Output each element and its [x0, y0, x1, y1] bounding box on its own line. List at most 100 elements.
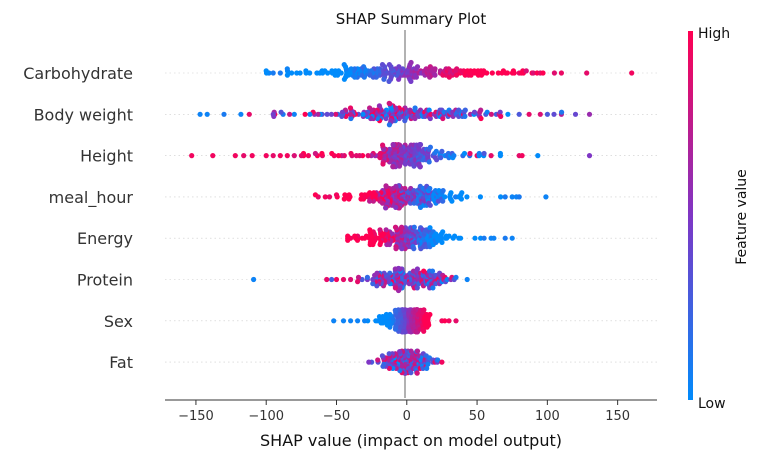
feature-label: Height	[80, 147, 133, 166]
shap-point	[421, 307, 427, 313]
shap-point	[298, 153, 304, 159]
shap-point	[481, 150, 487, 157]
shap-point	[432, 72, 438, 78]
shap-point	[462, 107, 468, 113]
shap-point	[472, 235, 478, 241]
shap-point	[427, 225, 433, 231]
shap-point	[477, 194, 483, 200]
shap-point	[335, 153, 342, 159]
shap-point	[543, 194, 549, 200]
shap-point	[586, 153, 593, 159]
shap-point	[453, 318, 459, 324]
shap-point	[383, 227, 389, 233]
shap-point	[526, 111, 532, 117]
feature-label: Carbohydrate	[23, 64, 133, 83]
shap-point	[414, 348, 421, 354]
shap-point	[446, 318, 452, 324]
shap-point	[509, 235, 515, 241]
shap-point	[339, 113, 345, 119]
shap-point	[315, 111, 321, 117]
shap-point	[417, 142, 424, 148]
shap-point	[502, 235, 508, 241]
shap-point	[439, 148, 445, 154]
shap-point	[432, 66, 438, 72]
shap-point	[303, 68, 309, 74]
colorbar-low-label: Low	[698, 396, 726, 412]
shap-point	[435, 357, 441, 363]
shap-point	[333, 276, 340, 283]
shap-point	[324, 276, 330, 283]
shap-point	[392, 224, 399, 230]
shap-point	[347, 111, 353, 117]
shap-point	[386, 62, 392, 68]
shap-point	[392, 326, 399, 332]
x-tick-label: −50	[323, 409, 350, 424]
shap-point	[333, 192, 340, 198]
shap-point	[362, 318, 368, 324]
shap-point	[464, 276, 470, 283]
shap-point	[392, 285, 398, 291]
shap-point	[241, 153, 247, 159]
shap-point	[454, 66, 460, 72]
shap-point	[263, 68, 269, 74]
shap-point	[540, 70, 546, 76]
shap-point	[584, 70, 590, 76]
shap-point	[340, 276, 347, 283]
feature-label: Energy	[77, 229, 133, 248]
shap-point	[535, 153, 541, 159]
x-tick-label: −100	[248, 409, 284, 424]
shap-point	[505, 111, 511, 117]
shap-point	[291, 111, 297, 117]
shap-point	[348, 150, 354, 157]
shap-point	[484, 70, 490, 76]
shap-point	[384, 322, 390, 328]
shap-point	[302, 111, 308, 117]
shap-point	[270, 70, 276, 76]
shap-point	[390, 142, 396, 148]
shap-point	[476, 150, 482, 157]
shap-point	[353, 153, 359, 159]
shap-point	[333, 111, 339, 117]
shap-point	[232, 153, 238, 159]
shap-point	[408, 370, 414, 376]
shap-point	[347, 105, 354, 111]
shap-point	[427, 202, 433, 208]
shap-point	[355, 274, 362, 280]
shap-point	[355, 279, 361, 285]
shap-point	[287, 111, 293, 117]
shap-point	[439, 239, 445, 245]
x-tick-label: 100	[535, 409, 560, 424]
shap-point	[365, 153, 371, 159]
shap-point	[481, 235, 487, 241]
shap-point	[430, 285, 436, 291]
shap-point	[414, 64, 421, 70]
feature-label: Fat	[109, 353, 133, 372]
shap-point	[348, 276, 354, 283]
shap-point	[586, 111, 593, 117]
shap-point	[558, 70, 565, 76]
shap-point	[379, 62, 386, 68]
shap-point	[425, 361, 431, 367]
shap-point	[380, 142, 386, 148]
shap-point	[319, 150, 325, 157]
shap-point	[305, 153, 311, 159]
shap-point	[376, 314, 383, 320]
x-tick-label: 0	[403, 409, 411, 424]
shap-point	[329, 68, 335, 74]
shap-point	[412, 105, 418, 111]
feature-label: Body weight	[34, 105, 133, 124]
shap-point	[383, 205, 389, 211]
shap-point	[367, 105, 373, 111]
shap-point	[372, 272, 378, 278]
shap-point	[411, 224, 417, 230]
shap-point	[359, 192, 365, 198]
shap-point	[471, 109, 478, 115]
shap-point	[340, 318, 347, 324]
shap-point	[345, 237, 351, 243]
shap-point	[210, 153, 216, 159]
shap-point	[424, 365, 430, 371]
shap-point	[478, 107, 484, 113]
shap-point	[544, 111, 551, 117]
shap-point	[412, 115, 418, 122]
shap-point	[307, 70, 313, 76]
